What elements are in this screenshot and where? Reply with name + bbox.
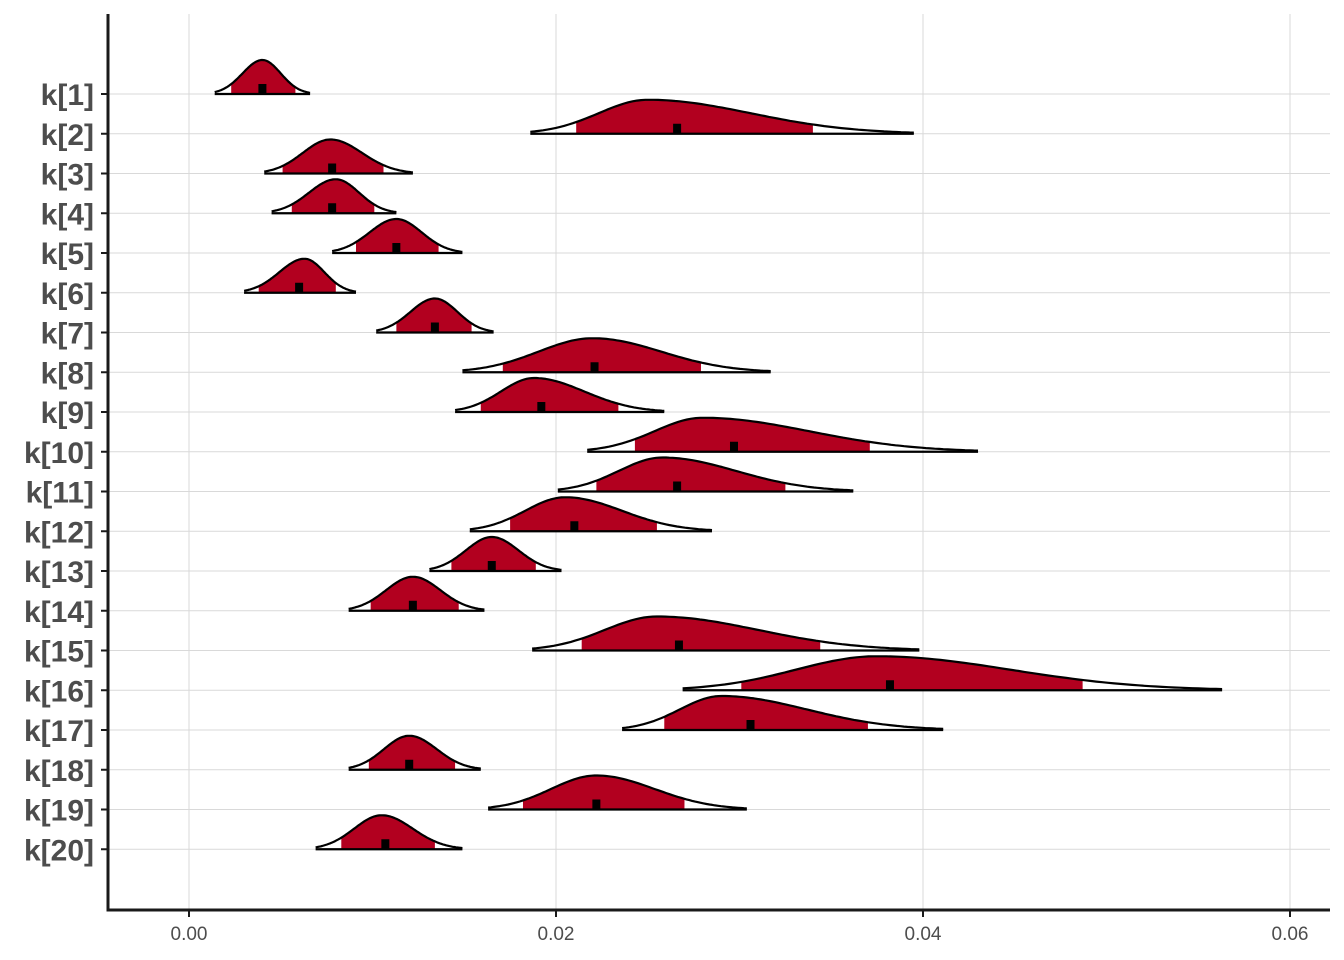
ridge-ci50-fill <box>282 139 384 174</box>
ridge-outline <box>348 734 481 770</box>
ridge-outline <box>429 535 562 571</box>
median-marker <box>592 799 601 810</box>
y-tick-label: k[12] <box>24 516 94 549</box>
median-marker <box>746 720 755 730</box>
median-marker <box>258 84 267 94</box>
ridge-ci50-fill <box>480 378 619 412</box>
median-marker <box>405 759 414 770</box>
ridge-outline <box>487 774 747 810</box>
y-tick-label: k[3] <box>41 159 94 192</box>
y-tick-label: k[16] <box>24 675 94 708</box>
ridge-outline <box>682 655 1223 691</box>
ridge-ci50-fill <box>634 417 870 452</box>
ridge-outline <box>331 217 463 253</box>
y-tick-label: k[9] <box>41 397 94 430</box>
ridge-outline <box>348 575 485 611</box>
y-tick-label: k[1] <box>41 79 94 112</box>
median-marker <box>328 163 337 174</box>
median-marker <box>673 123 682 134</box>
y-tick-label: k[8] <box>41 357 94 390</box>
y-tick-label: k[13] <box>24 556 94 589</box>
grid-lines <box>108 14 1330 910</box>
median-marker <box>408 600 417 611</box>
ridge-outline <box>375 297 494 333</box>
median-marker <box>328 203 337 214</box>
ridge-outline <box>462 337 771 373</box>
density-ridges <box>214 58 1223 851</box>
x-tick-label: 0.06 <box>1272 924 1309 945</box>
ridge-outline <box>454 376 665 412</box>
ridge-ci50-fill <box>522 775 685 810</box>
median-marker <box>674 640 683 651</box>
ridge-outline <box>530 98 914 134</box>
ridge-outline <box>469 496 713 532</box>
ridge-ci50-fill <box>291 179 375 214</box>
y-tick-label: k[20] <box>24 834 94 867</box>
ridge-ci50-fill <box>510 497 657 532</box>
y-tick-label: k[10] <box>24 437 94 470</box>
median-marker <box>590 362 599 373</box>
y-tick-label: k[5] <box>41 238 94 271</box>
y-tick-label: k[11] <box>26 477 94 510</box>
ridge-ci50-fill <box>396 298 472 333</box>
x-tick-label: 0.04 <box>905 924 942 945</box>
y-tick-label: k[2] <box>41 119 94 152</box>
y-tick-label: k[14] <box>24 596 94 629</box>
y-tick-label: k[17] <box>24 715 94 748</box>
ridge-outline <box>214 58 311 94</box>
median-marker <box>537 402 546 412</box>
y-tick-label: k[15] <box>24 636 94 669</box>
ridge-outline <box>531 615 920 651</box>
x-tick-label: 0.02 <box>538 924 575 945</box>
median-marker <box>729 441 738 452</box>
ridge-ci50-fill <box>664 696 868 730</box>
median-marker <box>487 561 496 571</box>
axes <box>101 14 1330 917</box>
median-marker <box>430 322 439 333</box>
ridge-outline <box>621 694 944 730</box>
y-tick-label: k[6] <box>41 278 94 311</box>
median-marker <box>885 680 894 691</box>
ridge-outline <box>315 814 463 850</box>
median-marker <box>392 243 401 253</box>
ridge-ci50-fill <box>581 616 821 651</box>
median-marker <box>570 521 579 532</box>
median-marker <box>295 282 304 293</box>
y-tick-label: k[4] <box>41 198 94 231</box>
y-tick-label: k[18] <box>24 755 94 788</box>
ridge-ci50-fill <box>258 258 336 293</box>
x-tick-label: 0.00 <box>171 924 208 945</box>
ridge-outline <box>243 257 357 293</box>
y-tick-label: k[7] <box>41 318 94 351</box>
median-marker <box>381 839 390 850</box>
ridge-ci50-fill <box>741 656 1083 691</box>
y-tick-label: k[19] <box>24 795 94 828</box>
ridge-outline <box>557 456 854 492</box>
ridge-ci50-fill <box>341 815 435 850</box>
ridge-outline <box>264 138 413 174</box>
tick-labels: k[1] k[2] k[3] k[4] k[5] k[6] k[7] k[8] k[9] k[10… <box>24 79 1309 945</box>
ridge-ci50-fill <box>576 99 813 134</box>
ridge-outline <box>271 178 397 214</box>
median-marker <box>673 481 682 492</box>
ridge-ci50-fill <box>231 60 296 94</box>
ridge-outline <box>587 416 979 452</box>
ridge-ci50-fill <box>596 457 786 492</box>
